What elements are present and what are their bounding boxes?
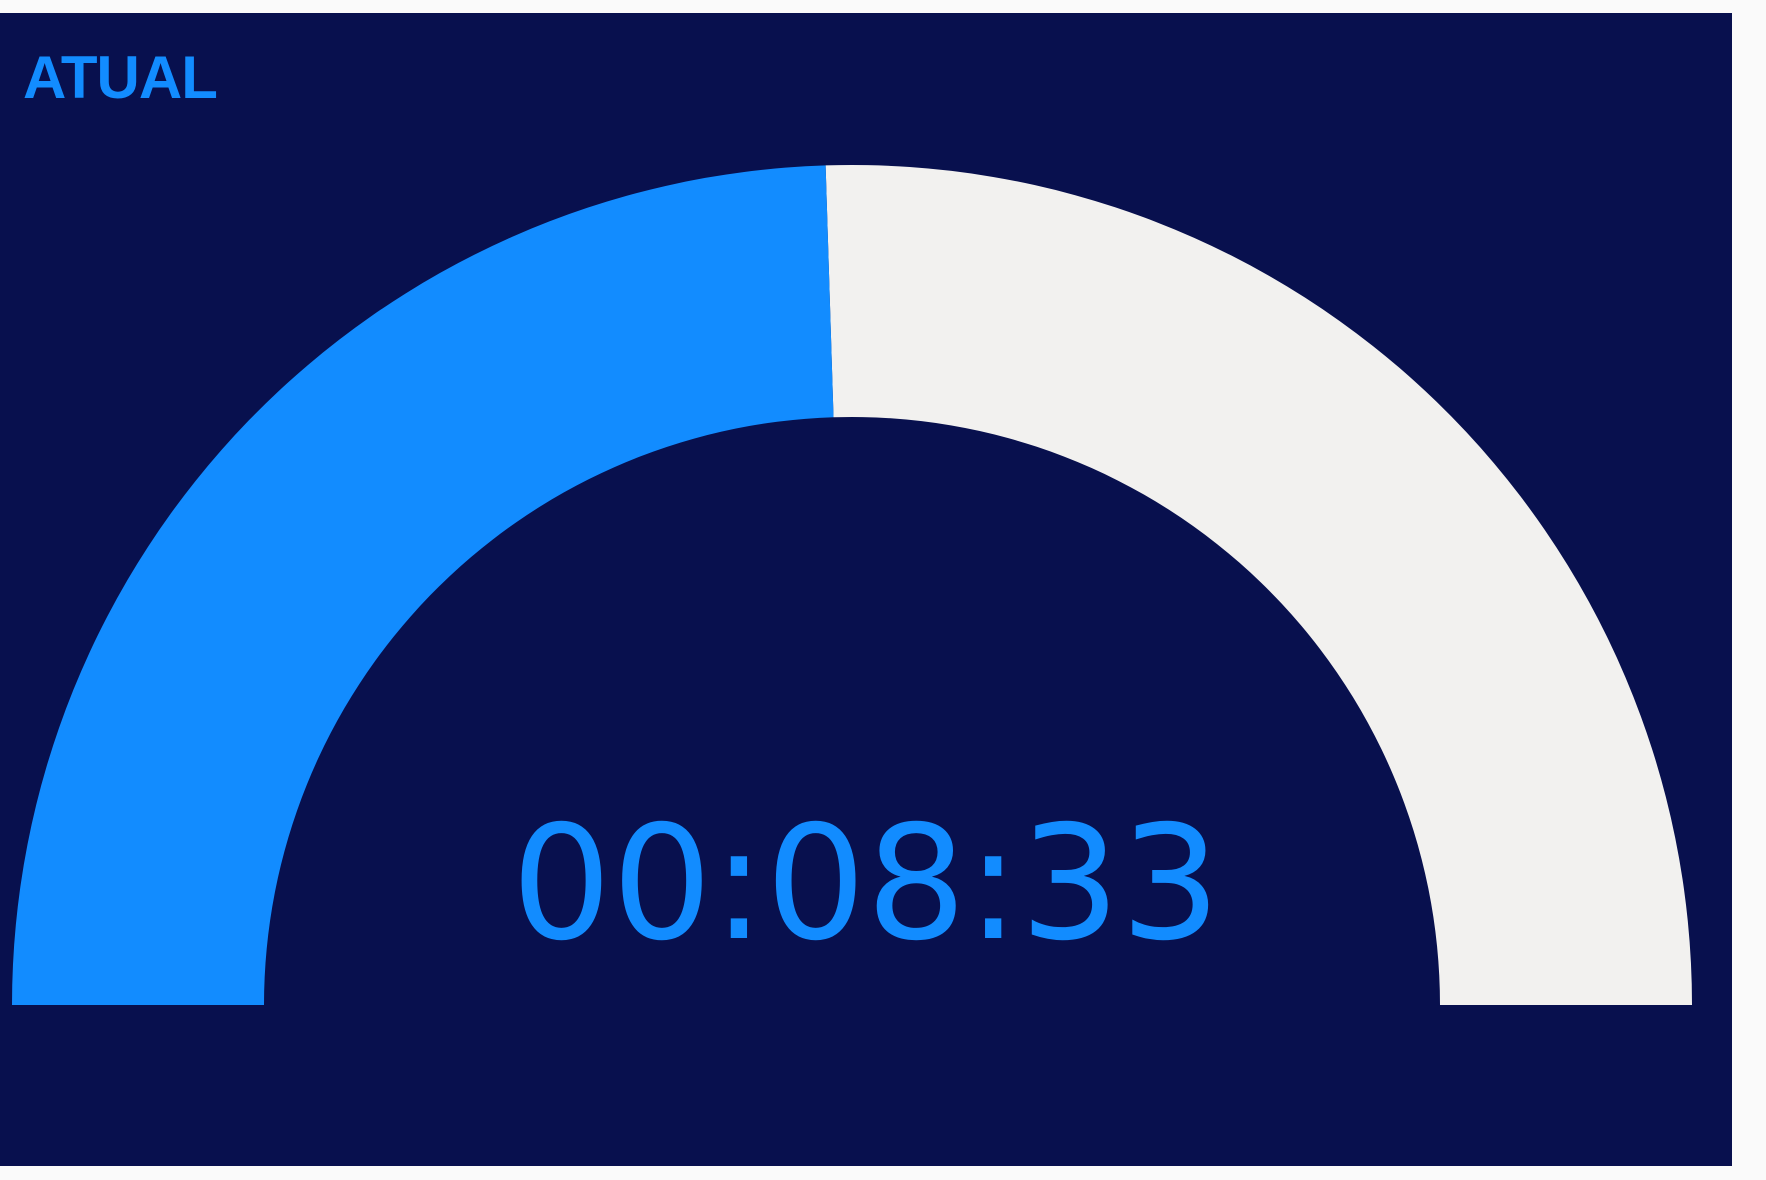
gauge-remaining-arc bbox=[825, 165, 1692, 1005]
progress-gauge: 00:08:33 bbox=[12, 165, 1692, 1005]
elapsed-time-display: 00:08:33 bbox=[511, 792, 1221, 976]
timer-panel: ATUAL 00:08:33 bbox=[0, 13, 1732, 1166]
panel-title: ATUAL bbox=[23, 44, 218, 111]
gauge-filled-arc bbox=[12, 165, 834, 1005]
